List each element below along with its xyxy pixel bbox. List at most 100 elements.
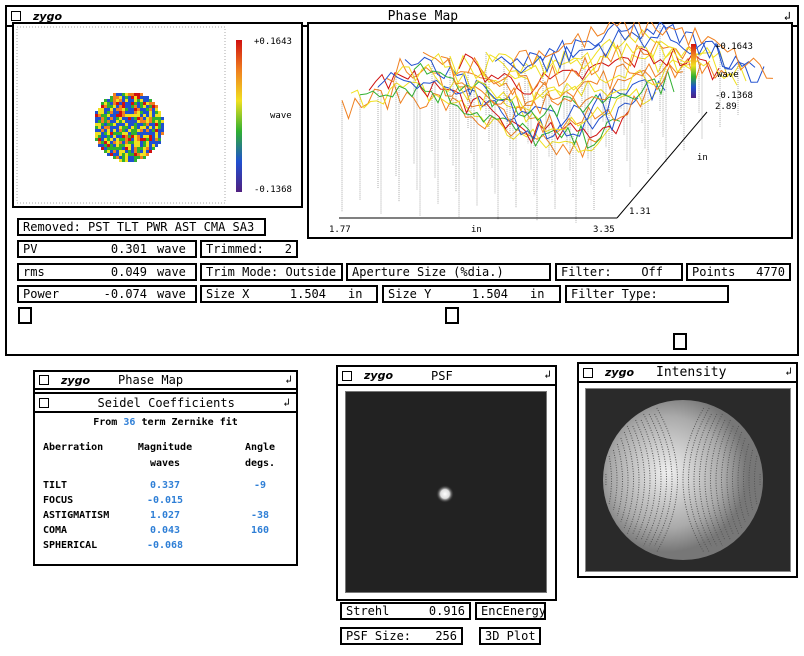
pixel xyxy=(125,126,128,129)
pixel xyxy=(131,117,134,120)
pixel xyxy=(125,153,128,156)
pixel xyxy=(134,135,137,138)
pixel xyxy=(125,105,128,108)
checkbox[interactable] xyxy=(445,307,459,324)
label: Strehl xyxy=(346,604,389,618)
pixel xyxy=(131,141,134,144)
close-box[interactable] xyxy=(39,375,49,385)
close-box[interactable] xyxy=(342,371,352,381)
pixel xyxy=(131,126,134,129)
pixel xyxy=(125,129,128,132)
plot-3d-button[interactable]: 3D Plot xyxy=(479,627,541,645)
phase-map-panel: +0.1643 wave -0.1368 xyxy=(12,22,303,208)
pixel xyxy=(122,129,125,132)
pixel xyxy=(128,150,131,153)
close-box[interactable] xyxy=(583,368,593,378)
pixel xyxy=(155,132,158,135)
pixel xyxy=(113,141,116,144)
pixel xyxy=(125,135,128,138)
pixel xyxy=(110,123,113,126)
pixel xyxy=(101,129,104,132)
resize-icon[interactable]: ↲ xyxy=(785,365,792,378)
pixel xyxy=(113,147,116,150)
pixel xyxy=(125,150,128,153)
pixel xyxy=(137,123,140,126)
seidel-magnitude: 0.043 xyxy=(135,525,195,536)
pixel xyxy=(140,99,143,102)
resize-icon[interactable]: ↲ xyxy=(283,396,290,409)
filter-type-box[interactable]: Filter Type: xyxy=(565,285,729,303)
aperture-box[interactable]: Aperture Size (%dia.) xyxy=(346,263,551,281)
pixel xyxy=(140,123,143,126)
pixel xyxy=(140,141,143,144)
pixel xyxy=(137,147,140,150)
pixel xyxy=(104,144,107,147)
resize-icon[interactable]: ↲ xyxy=(544,368,551,381)
pixel xyxy=(95,135,98,138)
label: PV xyxy=(23,242,93,256)
trim-mode-box[interactable]: Trim Mode: Outside xyxy=(200,263,343,281)
seidel-magnitude: 1.027 xyxy=(135,510,195,521)
pixel xyxy=(143,153,146,156)
pixel xyxy=(146,105,149,108)
pixel xyxy=(134,150,137,153)
pixel xyxy=(104,105,107,108)
pixel xyxy=(98,108,101,111)
resize-icon[interactable]: ↲ xyxy=(784,9,791,23)
seidel-magnitude: -0.015 xyxy=(135,495,195,506)
pixel xyxy=(149,150,152,153)
pixel xyxy=(128,105,131,108)
pixel xyxy=(119,108,122,111)
enc-energy-button[interactable]: EncEnergy xyxy=(475,602,546,620)
pixel xyxy=(131,132,134,135)
pixel xyxy=(140,144,143,147)
pixel xyxy=(95,129,98,132)
pixel xyxy=(110,111,113,114)
checkbox[interactable] xyxy=(18,307,32,324)
pixel xyxy=(128,120,131,123)
pixel xyxy=(110,99,113,102)
pixel xyxy=(122,114,125,117)
pixel xyxy=(152,108,155,111)
pixel xyxy=(131,150,134,153)
pixel xyxy=(131,123,134,126)
pixel xyxy=(152,105,155,108)
pixel xyxy=(95,132,98,135)
checkbox[interactable] xyxy=(673,333,687,350)
pixel xyxy=(95,111,98,114)
pixel xyxy=(152,120,155,123)
pixel xyxy=(137,135,140,138)
pixel xyxy=(110,108,113,111)
resize-icon[interactable]: ↲ xyxy=(285,373,292,386)
pixel xyxy=(122,126,125,129)
pixel xyxy=(158,129,161,132)
label: Filter: xyxy=(561,265,612,279)
pixel xyxy=(140,138,143,141)
pixel xyxy=(143,123,146,126)
pixel xyxy=(128,123,131,126)
value: 2 xyxy=(264,242,292,256)
title-bar: zygo Phase Map ↲ xyxy=(35,372,296,390)
pixel xyxy=(134,111,137,114)
header-magnitude: Magnitude xyxy=(135,442,195,453)
unit: in xyxy=(348,287,362,301)
close-box[interactable] xyxy=(39,398,49,408)
pixel xyxy=(128,159,131,162)
window-title: PSF xyxy=(431,369,453,383)
pixel xyxy=(137,105,140,108)
pixel xyxy=(137,117,140,120)
pixel xyxy=(125,147,128,150)
pixel xyxy=(155,129,158,132)
filter-box[interactable]: Filter: Off xyxy=(555,263,683,281)
pixel xyxy=(122,135,125,138)
pixel xyxy=(95,117,98,120)
close-box[interactable] xyxy=(11,11,21,21)
pixel xyxy=(107,108,110,111)
pixel xyxy=(119,156,122,159)
pixel xyxy=(152,126,155,129)
pixel xyxy=(125,132,128,135)
pixel xyxy=(122,102,125,105)
pixel xyxy=(122,111,125,114)
filter-type: Filter Type: xyxy=(571,287,658,301)
pixel xyxy=(104,117,107,120)
